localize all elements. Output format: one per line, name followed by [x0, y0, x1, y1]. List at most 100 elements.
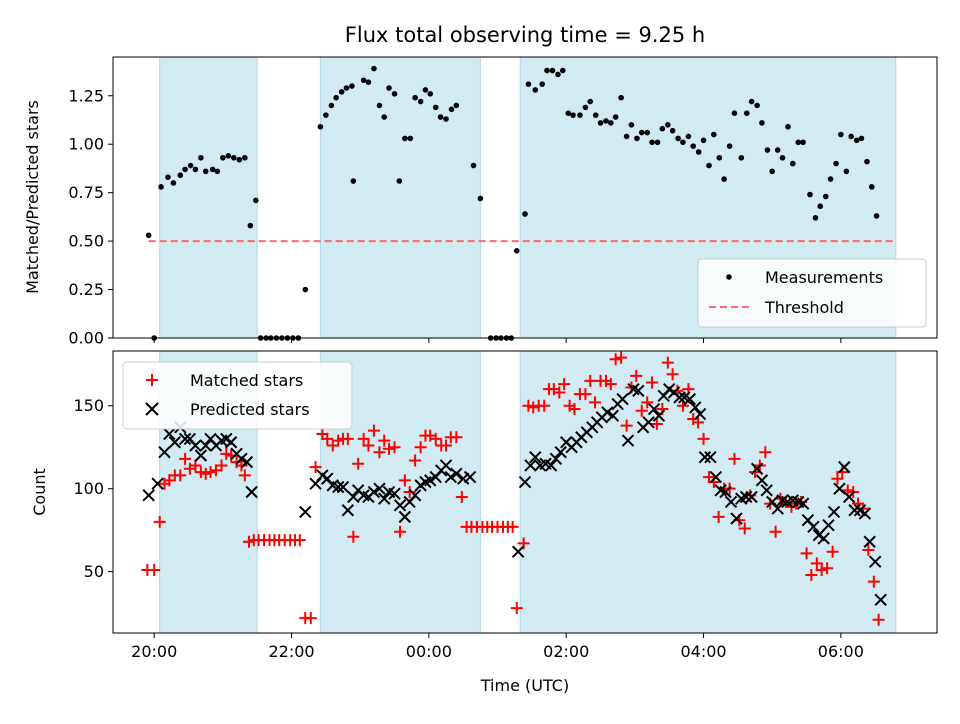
predicted-point [194, 449, 208, 462]
predicted-point [601, 406, 614, 419]
measurement-point [764, 147, 771, 153]
measurement-point [759, 120, 765, 126]
matched-point [403, 486, 416, 498]
measurement-point [675, 135, 681, 142]
predicted-point [245, 485, 258, 499]
measurement-point [539, 81, 545, 87]
predicted-point [616, 392, 629, 406]
y-tick-label: 0.75 [68, 183, 104, 202]
measurement-point [209, 166, 216, 173]
measurement-point [690, 143, 697, 149]
matched-point [506, 520, 519, 533]
measurement-point [214, 168, 221, 175]
matched-point [641, 396, 654, 409]
predicted-point [606, 409, 620, 422]
top-plot-marks [145, 65, 896, 341]
predicted-point [408, 489, 422, 502]
matched-point [800, 547, 813, 560]
y-tick-label: 1.25 [68, 86, 104, 105]
measurement-point [376, 102, 383, 109]
measurement-point [838, 131, 844, 138]
top-legend: Measurements Threshold [697, 258, 927, 328]
predicted-point [719, 485, 732, 499]
measurement-point [638, 129, 645, 136]
measurement-point [779, 154, 786, 161]
measurement-point [145, 232, 152, 239]
measurement-point [192, 166, 199, 173]
predicted-point [848, 504, 861, 517]
matched-point [293, 534, 306, 547]
measurement-point [198, 154, 204, 161]
matched-point [579, 388, 592, 401]
matched-point [759, 446, 772, 459]
predicted-point [142, 489, 155, 502]
matched-point [367, 424, 380, 437]
predicted-point [299, 505, 312, 519]
top-y-axis-label: Matched/Predicted stars [23, 100, 42, 294]
matched-point [304, 612, 317, 625]
measurement-point [790, 160, 796, 167]
predicted-point [240, 455, 254, 469]
predicted-point [518, 475, 532, 489]
measurement-point [417, 98, 424, 105]
measurement-point [350, 178, 357, 184]
measurement-point [587, 98, 594, 105]
predicted-point [683, 392, 697, 406]
predicted-point [874, 593, 887, 607]
measurement-point [833, 160, 839, 167]
measurement-point [453, 102, 460, 109]
predicted-point [709, 470, 723, 484]
measurement-point [659, 125, 666, 132]
predicted-point [632, 384, 645, 398]
y-tick-label: 0.50 [68, 232, 104, 251]
measurement-point [570, 112, 576, 118]
predicted-point [771, 502, 784, 515]
shaded-interval [519, 350, 897, 634]
x-tick-label: 20:00 [131, 642, 177, 661]
legend-matched-marker [146, 374, 158, 386]
measurement-point [386, 85, 392, 91]
measurement-point [634, 135, 640, 142]
matched-point [238, 469, 251, 482]
measurement-point [253, 197, 259, 204]
measurement-point [236, 156, 243, 163]
measurement-point [754, 102, 760, 109]
matched-point [697, 432, 710, 445]
matched-point [630, 369, 643, 382]
predicted-point [689, 401, 702, 414]
measurement-point [391, 91, 398, 97]
matched-point [558, 378, 571, 391]
matched-point [666, 368, 679, 381]
predicted-point [698, 450, 712, 464]
measurement-point [597, 120, 604, 126]
measurement-point [743, 110, 750, 116]
matched-point [821, 562, 834, 575]
predicted-point [858, 507, 872, 520]
predicted-point [838, 460, 851, 474]
measurement-point [577, 112, 583, 118]
measurement-point [317, 123, 324, 130]
predicted-point [554, 445, 567, 459]
top-y-axis: 0.00 0.25 0.50 0.75 1.00 1.25 [68, 86, 113, 348]
measurement-point [381, 114, 388, 120]
measurement-point [628, 122, 635, 128]
measurement-point [612, 114, 619, 120]
measurement-point [873, 213, 880, 219]
matched-point [661, 356, 674, 369]
predicted-point [309, 477, 322, 490]
x-tick-label: 22:00 [268, 642, 314, 661]
predicted-point [373, 482, 386, 495]
y-tick-label: 0.00 [68, 329, 104, 348]
bottom-y-axis-label: Count [30, 468, 49, 516]
predicted-point [336, 480, 350, 494]
x-tick-label: 00:00 [406, 642, 452, 661]
matched-point [341, 432, 354, 445]
y-tick-label: 150 [73, 396, 104, 415]
measurement-point [827, 176, 834, 182]
top-axes-frame [112, 56, 938, 339]
measurement-point [443, 116, 449, 122]
matched-point [872, 613, 885, 626]
matched-point [204, 466, 217, 479]
bottom-axes-frame [112, 350, 938, 634]
